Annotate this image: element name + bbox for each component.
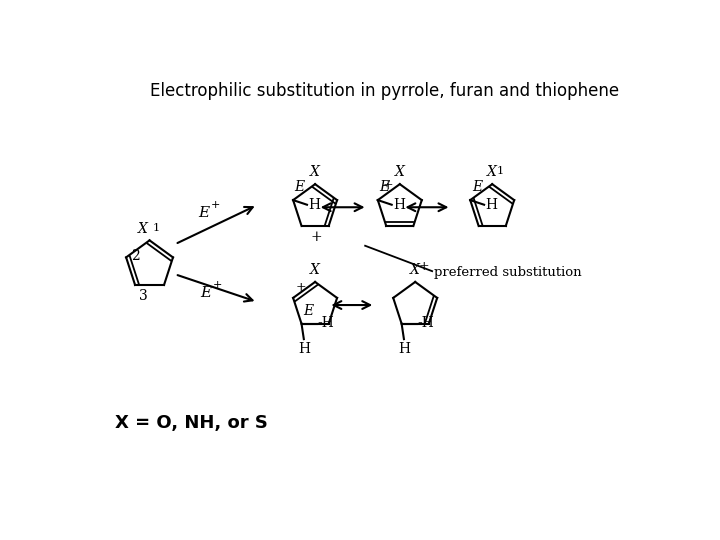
Text: 3: 3	[139, 289, 148, 303]
Text: 2: 2	[132, 249, 140, 263]
Text: 1: 1	[153, 224, 160, 233]
Text: 1: 1	[497, 166, 504, 176]
Text: X: X	[138, 222, 148, 236]
Text: +: +	[295, 281, 306, 294]
Text: X: X	[310, 262, 320, 276]
Text: X: X	[487, 165, 497, 179]
Text: Electrophilic substitution in pyrrole, furan and thiophene: Electrophilic substitution in pyrrole, f…	[150, 82, 619, 100]
Text: E: E	[200, 287, 212, 300]
Text: H: H	[393, 198, 405, 212]
Text: H: H	[298, 342, 310, 356]
Text: +: +	[311, 230, 323, 244]
Text: X: X	[310, 165, 320, 179]
Text: E: E	[198, 206, 209, 220]
Text: X: X	[395, 165, 405, 179]
Text: +: +	[210, 200, 220, 210]
Text: E: E	[472, 180, 482, 194]
Text: preferred substitution: preferred substitution	[434, 266, 582, 279]
Text: +: +	[212, 280, 222, 289]
Text: +: +	[419, 260, 430, 273]
Text: X: X	[410, 262, 420, 276]
Text: E: E	[379, 180, 390, 194]
Text: -H: -H	[318, 316, 335, 330]
Text: H: H	[309, 198, 320, 212]
Text: +: +	[383, 179, 394, 192]
Text: X = O, NH, or S: X = O, NH, or S	[115, 414, 268, 432]
Text: E: E	[303, 303, 313, 318]
Text: E: E	[294, 180, 305, 194]
Text: -H: -H	[418, 316, 435, 330]
Text: H: H	[485, 198, 498, 212]
Text: H: H	[398, 342, 410, 356]
